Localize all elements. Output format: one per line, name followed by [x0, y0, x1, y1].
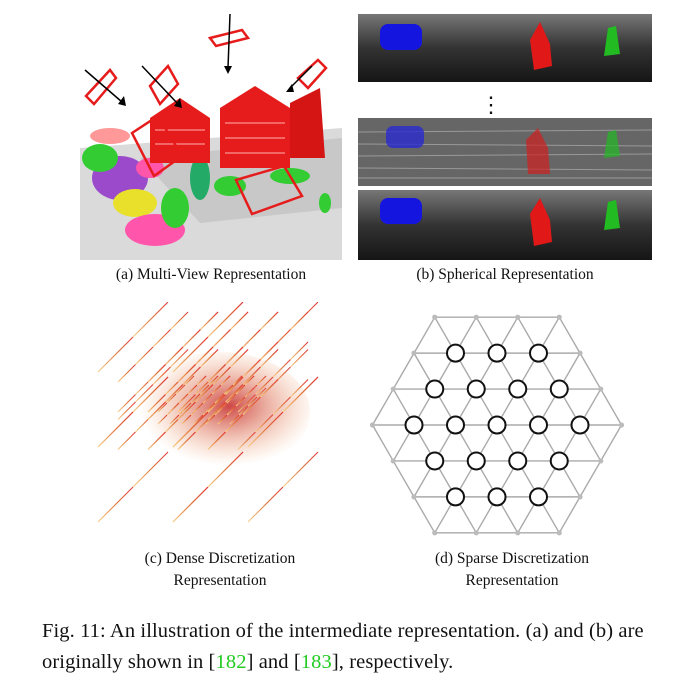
- caption-a: (a) Multi-View Representation: [115, 266, 307, 283]
- figure-caption-part1: Fig. 11: An illustration of the intermed…: [42, 620, 644, 673]
- multi-view-image: [80, 13, 342, 260]
- ellipsis-text: ⋮: [480, 92, 502, 117]
- figure-caption: Fig. 11: An illustration of the intermed…: [42, 616, 682, 678]
- spherical-image: ⋮: [358, 14, 652, 260]
- reference-183-link[interactable]: 183: [300, 651, 332, 673]
- caption-c-line1: (c) Dense Discretization: [144, 550, 296, 567]
- figure-caption-part2: ] and [: [246, 651, 301, 673]
- caption-d-line2: Representation: [465, 572, 559, 589]
- reference-182-link[interactable]: 182: [215, 651, 247, 673]
- dense-discretization-image: [97, 302, 319, 523]
- caption-d: (d) Sparse Discretization Representation: [362, 548, 662, 592]
- caption-c: (c) Dense Discretization Representation: [90, 548, 350, 592]
- caption-d-line1: (d) Sparse Discretization: [434, 550, 590, 567]
- sparse-discretization-image: [369, 314, 625, 536]
- caption-b: (b) Spherical Representation: [416, 266, 594, 283]
- caption-c-line2: Representation: [173, 572, 267, 589]
- figure-caption-part3: ], respectively.: [331, 651, 454, 673]
